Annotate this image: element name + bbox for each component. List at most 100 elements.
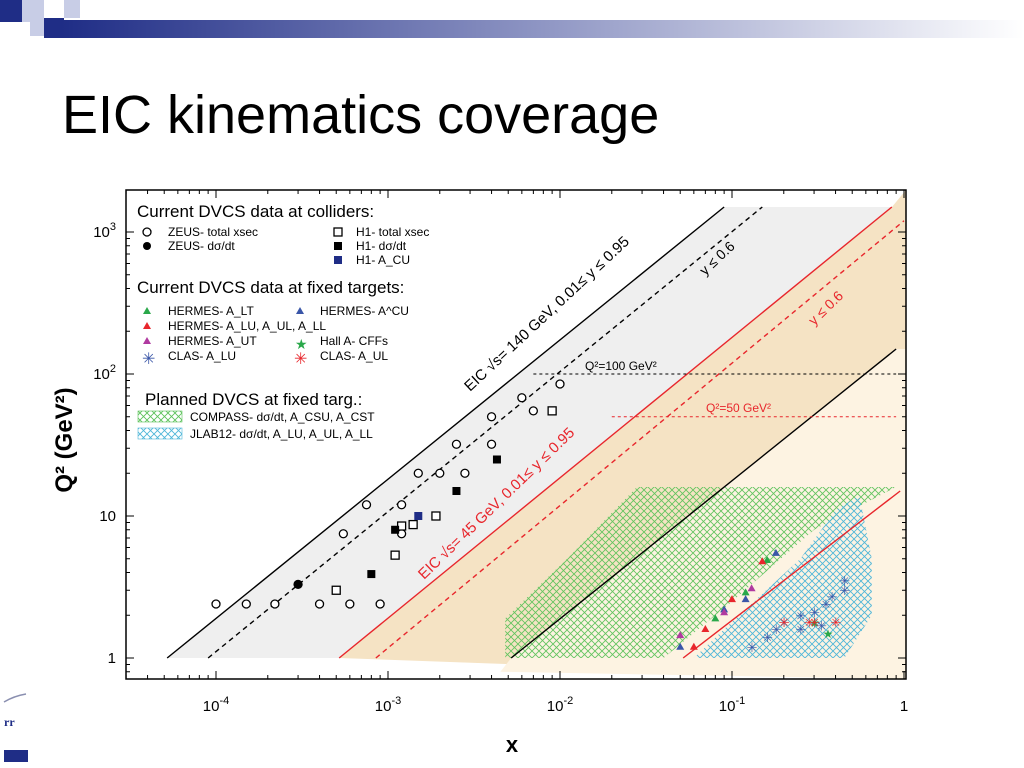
legend-halla: Hall A- CFFs	[320, 334, 388, 348]
point-0-0	[211, 599, 221, 609]
point-11-2: ✳	[809, 616, 820, 631]
point-10-8: ✳	[816, 619, 827, 634]
legend-marker-h1-acu	[334, 256, 342, 264]
legend-marker-hermes-alt	[143, 307, 151, 314]
legend-hermes-alt: HERMES- A_LT	[168, 304, 254, 318]
point-0-1	[241, 599, 251, 609]
deco-square-light-1	[22, 0, 44, 22]
point-0-18	[555, 379, 565, 389]
point-2-1	[390, 550, 400, 560]
y-tick-label: 10	[99, 508, 116, 525]
x-tick-label: 10-3	[375, 695, 401, 715]
point-2-4	[431, 511, 441, 521]
point-3-1	[391, 525, 400, 534]
legend-marker-hermes-acu	[296, 307, 304, 314]
x-tick-label: 10-1	[719, 695, 745, 715]
point-3-0	[367, 570, 376, 579]
legend-marker-clas-alu: ✳	[142, 351, 155, 368]
logo-swoosh	[3, 693, 27, 703]
legend-section-planned: Planned DVCS at fixed targ.:	[145, 390, 362, 409]
x-tick-label: 10-4	[203, 695, 229, 715]
kinematic-line-0	[166, 206, 725, 659]
legend-h1-acu: H1- A_CU	[356, 253, 410, 267]
point-8-1	[720, 608, 729, 616]
plot-border	[125, 189, 907, 680]
point-0-16	[517, 393, 527, 403]
legend: Current DVCS data at colliders: ZEUS- to…	[137, 202, 429, 441]
data-points: ★★✳✳✳✳ ✳✳✳✳✳✳ ✳✳✳ ✳✳ ✳	[211, 379, 850, 656]
point-0-19	[486, 412, 497, 422]
point-4-0	[414, 512, 423, 520]
point-2-5	[547, 406, 557, 416]
point-6-3	[771, 548, 780, 556]
point-0-15	[486, 439, 497, 449]
kinematic-lines	[166, 206, 905, 659]
point-5-2	[763, 555, 772, 563]
point-9-0: ★	[823, 627, 834, 641]
point-10-4: ✳	[795, 609, 806, 624]
point-10-1: ✳	[762, 631, 773, 646]
deco-square-light-3	[64, 0, 80, 18]
cut-label-q2-100: Q²=100 GeV²	[585, 359, 657, 373]
legend-swatch-compass	[137, 410, 183, 423]
point-0-6	[345, 599, 355, 609]
slide-title: EIC kinematics coverage	[62, 85, 660, 145]
point-11-3: ✳	[831, 616, 842, 631]
point-9-1: ★	[809, 616, 820, 630]
point-10-3: ✳	[779, 616, 790, 631]
legend-marker-zeus-dsdt	[143, 242, 151, 250]
deco-square-light-2	[30, 22, 44, 36]
deco-square-navy-1	[0, 0, 22, 22]
x-axis-label: x	[506, 732, 519, 757]
y-tick-label: 1	[108, 650, 116, 667]
point-5-0	[711, 614, 720, 622]
point-7-3	[758, 557, 767, 565]
point-10-5: ✳	[795, 623, 806, 638]
legend-marker-hermes-aut	[143, 337, 151, 344]
legend-section-colliders: Current DVCS data at colliders:	[137, 202, 374, 221]
point-6-2	[741, 595, 750, 603]
point-7-0	[689, 642, 698, 650]
legend-marker-hermes-alu	[143, 322, 151, 329]
point-0-4	[314, 599, 325, 609]
deco-gradient-bar	[62, 20, 1024, 38]
point-0-10	[413, 468, 423, 478]
x-tick-label: 10-2	[547, 695, 573, 715]
x-tick-label: 1	[900, 698, 908, 715]
legend-section-fixed: Current DVCS data at fixed targets:	[137, 278, 404, 297]
logo-mark-2	[4, 750, 28, 762]
legend-swatch-jlab12	[137, 427, 183, 440]
region-jlab12	[693, 495, 872, 658]
legend-clas-aul: CLAS- A_UL	[320, 349, 388, 363]
logo-mark-1: rr	[4, 715, 15, 729]
legend-jlab12: JLAB12- dσ/dt, A_LU, A_UL, A_LL	[190, 427, 373, 441]
point-7-2	[728, 595, 736, 603]
deco-square-navy-2	[44, 18, 64, 38]
slide-decoration	[0, 0, 1024, 38]
kinematic-line-3	[375, 220, 905, 659]
point-0-13	[451, 439, 462, 449]
point-3-2	[452, 486, 461, 495]
point-3-3	[492, 455, 501, 464]
legend-hermes-aut: HERMES- A_UT	[168, 334, 257, 348]
point-10-10: ✳	[839, 584, 850, 599]
region-compass	[505, 487, 897, 658]
point-11-0: ✳	[779, 616, 790, 631]
point-10-6: ✳	[809, 606, 820, 621]
cut-label-q2-50: Q²=50 GeV²	[706, 401, 771, 415]
point-0-2	[270, 599, 280, 609]
kinematic-line-2	[338, 206, 893, 659]
point-0-12	[435, 468, 445, 478]
legend-hermes-acu: HERMES- A^CU	[320, 304, 409, 318]
point-11-1: ✳	[804, 616, 815, 631]
legend-zeus-dsdt: ZEUS- dσ/dt	[168, 239, 235, 253]
y-tick-label: 102	[93, 363, 116, 383]
legend-h1-dsdt: H1- dσ/dt	[356, 239, 407, 253]
point-6-0	[676, 642, 685, 650]
point-0-17	[528, 406, 539, 416]
y-tick-label: 103	[93, 221, 116, 241]
kinematic-line-5	[682, 490, 901, 659]
legend-h1-total: H1- total xsec	[356, 225, 429, 239]
legend-marker-clas-aul: ✳	[294, 351, 307, 368]
